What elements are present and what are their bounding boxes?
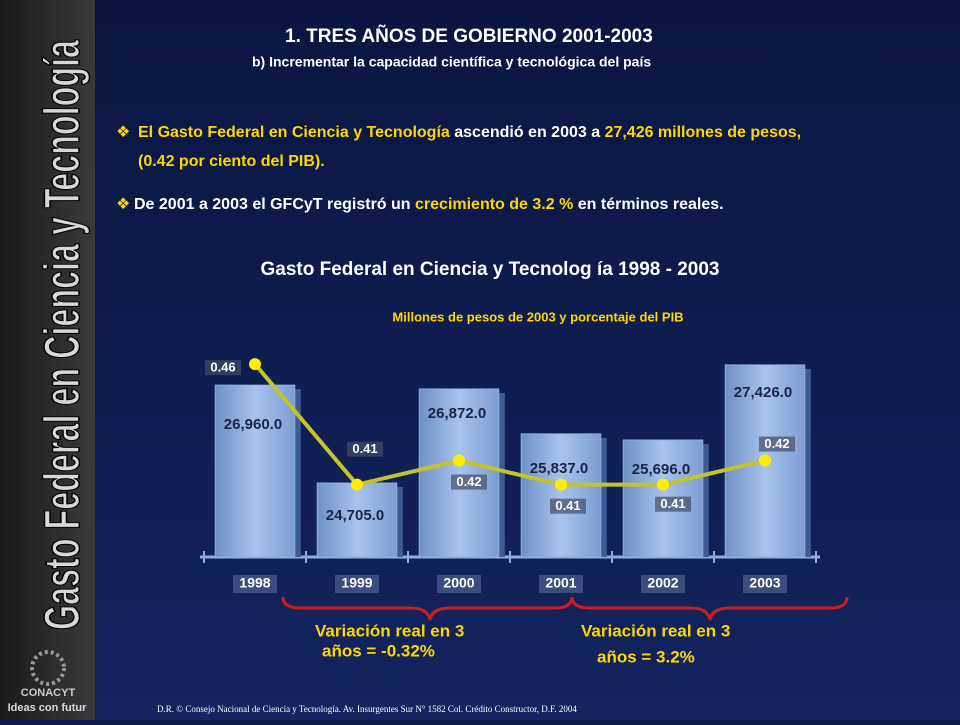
bar <box>520 433 602 558</box>
bullet-segment: ascendió en 2003 a <box>450 124 605 141</box>
footer: D.R. © Consejo Nacional de Ciencia y Tec… <box>157 704 577 714</box>
point-label: 0.46 <box>210 360 235 375</box>
bullet-segment: 27,426 millones de pesos, <box>605 124 802 141</box>
brace <box>281 596 574 621</box>
line-marker <box>351 478 363 491</box>
x-tick-label: 2000 <box>443 575 474 591</box>
point-label: 0.41 <box>660 496 685 511</box>
bullet-icon: ❖ <box>116 124 130 141</box>
bar-side <box>702 443 709 557</box>
line-marker <box>453 454 465 467</box>
x-tick-label: 2001 <box>545 575 576 591</box>
x-tick-label: 2003 <box>749 575 780 591</box>
line-marker <box>657 478 669 491</box>
point-label: 0.42 <box>764 436 789 451</box>
bullet-icon: ❖ <box>116 196 130 213</box>
x-label-box <box>233 575 277 593</box>
logo-name: CONACYT <box>21 687 76 699</box>
bullet-text: (0.42 por ciento del PIB). <box>138 153 325 170</box>
chart-title: Gasto Federal en Ciencia y Tecnolog ía 1… <box>260 259 719 280</box>
x-label-box <box>743 575 787 593</box>
bar-side <box>498 392 505 557</box>
bullet-segment: en términos reales. <box>573 196 723 213</box>
bar-value-label: 24,705.0 <box>326 507 384 524</box>
brace-label: Variación real en 3 <box>581 621 730 640</box>
brace-label: años = 3.2% <box>597 647 695 666</box>
x-tick-label: 1998 <box>239 575 270 591</box>
point-label: 0.41 <box>555 498 580 513</box>
point-label-box <box>347 441 383 457</box>
point-label-box <box>205 360 241 376</box>
point-label-box <box>550 498 586 514</box>
line-marker <box>555 478 567 491</box>
line-marker <box>759 454 771 467</box>
bullet-segment: (0.42 por ciento del PIB). <box>138 153 325 170</box>
brace-label: años = -0.32% <box>322 641 435 660</box>
x-label-box <box>437 575 481 593</box>
x-label-box <box>641 575 685 593</box>
line <box>253 362 766 487</box>
x-tick-label: 2002 <box>647 575 678 591</box>
bar-value-label: 27,426.0 <box>734 384 792 401</box>
point-label: 0.42 <box>456 474 481 489</box>
subheading: b) Incrementar la capacidad científica y… <box>252 54 651 70</box>
bullet-segment: El Gasto Federal en Ciencia y Tecnología <box>138 124 450 141</box>
x-label-box <box>539 575 583 593</box>
bar-value-label: 26,960.0 <box>224 416 282 433</box>
bullet-text: El Gasto Federal en Ciencia y Tecnología… <box>138 124 801 141</box>
x-tick-label: 1999 <box>341 575 372 591</box>
side-title: Gasto Federal en Ciencia y Tecnología <box>34 39 90 630</box>
bar-side <box>804 368 811 557</box>
bullet-segment: De 2001 a 2003 el GFCyT registró un <box>134 196 415 213</box>
bar <box>316 482 398 558</box>
brace-label: Variación real en 3 <box>315 621 464 640</box>
logo-tagline: Ideas con futur <box>8 702 88 714</box>
logo-icon <box>30 650 66 686</box>
point-label: 0.41 <box>352 441 377 456</box>
side-band <box>0 0 95 720</box>
bullet-segment: crecimiento de 3.2 % <box>415 196 573 213</box>
point-label-box <box>759 436 795 452</box>
point-label-box <box>451 474 487 490</box>
bullet-text: De 2001 a 2003 el GFCyT registró un crec… <box>134 196 724 213</box>
line-marker <box>249 358 261 371</box>
point-label-box <box>655 496 691 512</box>
brace <box>570 596 849 621</box>
bar-side <box>396 487 403 557</box>
bar-side <box>294 389 301 557</box>
heading: 1. TRES AÑOS DE GOBIERNO 2001-2003 <box>285 25 653 47</box>
bar-side <box>600 437 607 557</box>
x-label-box <box>335 575 379 593</box>
bar-value-label: 25,837.0 <box>530 460 588 477</box>
bar <box>724 364 806 558</box>
bar-value-label: 25,696.0 <box>632 461 690 478</box>
bar <box>214 384 296 558</box>
bar-value-label: 26,872.0 <box>428 405 486 422</box>
chart-subtitle: Millones de pesos de 2003 y porcentaje d… <box>392 309 683 324</box>
bar <box>418 388 500 558</box>
chart: 1998 1999 2000 2001 2002 2003 26,960.0 24,705.0… <box>200 358 820 593</box>
